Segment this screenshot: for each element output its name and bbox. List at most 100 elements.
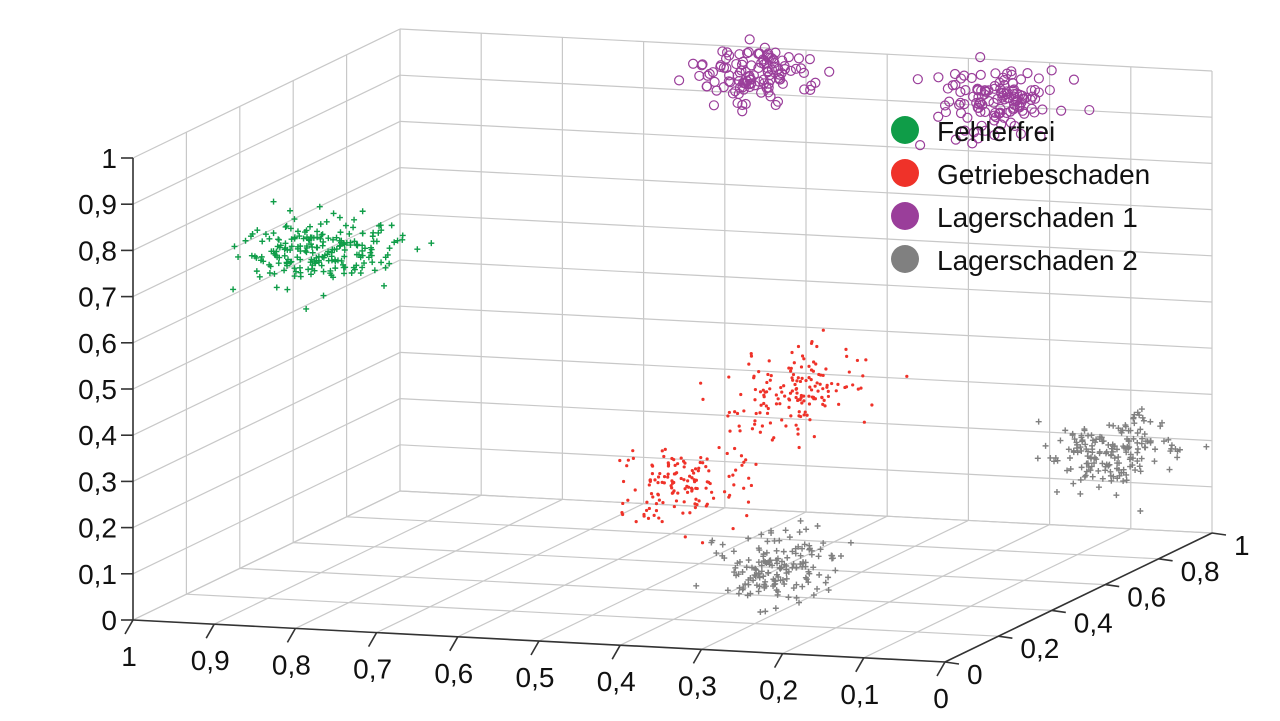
data-point: [1022, 67, 1033, 79]
data-point: [674, 499, 679, 503]
data-point: [1089, 442, 1096, 449]
data-point: [625, 464, 629, 468]
series-fehlerfrei: [230, 198, 435, 312]
data-point: [307, 241, 314, 248]
data-point: [303, 305, 310, 312]
data-point: [790, 376, 794, 380]
data-point: [770, 47, 781, 58]
data-point: [999, 94, 1010, 105]
data-point: [1081, 426, 1088, 433]
data-point: [382, 254, 389, 261]
data-point: [1106, 461, 1113, 468]
data-point: [631, 456, 635, 460]
data-point: [333, 234, 340, 241]
data-point: [721, 47, 733, 58]
data-point: [1071, 436, 1078, 443]
data-point: [821, 402, 825, 407]
data-point: [318, 262, 325, 269]
data-point: [683, 487, 687, 491]
data-point: [980, 125, 991, 136]
data-point: [1166, 466, 1173, 473]
data-point: [300, 235, 307, 242]
data-point: [809, 388, 814, 392]
data-point: [778, 558, 785, 565]
data-point: [799, 365, 804, 369]
data-point: [308, 256, 315, 263]
data-point: [794, 386, 799, 391]
data-point: [1136, 463, 1143, 470]
data-point: [285, 256, 292, 263]
data-point: [727, 375, 731, 379]
data-point: [810, 592, 817, 599]
data-point: [275, 236, 282, 243]
data-point: [759, 42, 770, 53]
data-point: [794, 423, 798, 427]
data-point: [735, 411, 740, 416]
data-point: [705, 457, 709, 461]
data-point: [768, 387, 772, 391]
series-getriebeschaden: [618, 328, 909, 545]
data-point: [292, 268, 299, 275]
data-point: [1015, 128, 1027, 140]
data-point: [731, 526, 735, 531]
data-point: [975, 51, 986, 63]
data-point: [973, 92, 984, 103]
data-point: [744, 34, 755, 45]
data-point: [966, 72, 977, 84]
data-point: [721, 555, 728, 562]
data-point: [774, 69, 785, 80]
data-point: [633, 488, 637, 492]
data-point: [1068, 74, 1080, 85]
data-point: [291, 265, 298, 272]
z-tick-label: 0,6: [78, 328, 117, 359]
data-point: [802, 399, 806, 403]
y-tick-label: 0: [967, 659, 983, 690]
grid-line: [132, 213, 401, 344]
data-point: [700, 541, 705, 545]
z-tick-label: 0,2: [78, 513, 117, 544]
data-point: [770, 99, 781, 111]
data-point: [734, 67, 745, 78]
legend-marker: [891, 116, 919, 144]
data-point: [771, 581, 778, 588]
data-point: [329, 246, 336, 253]
y-tick: [1105, 583, 1120, 588]
data-point: [737, 424, 741, 428]
data-point: [855, 358, 860, 363]
data-point: [1088, 463, 1095, 470]
data-point: [315, 253, 322, 260]
data-point: [371, 267, 378, 274]
data-point: [1016, 97, 1027, 108]
grid-line: [132, 398, 401, 529]
data-point: [759, 403, 763, 407]
data-point: [282, 223, 289, 230]
data-point: [704, 486, 708, 490]
axes: [121, 157, 1227, 677]
data-point: [979, 106, 991, 118]
data-point: [1131, 411, 1138, 418]
data-point: [744, 79, 755, 90]
data-point: [717, 46, 728, 57]
data-point: [815, 553, 822, 560]
data-point: [649, 492, 654, 496]
data-point: [672, 489, 676, 493]
data-point: [745, 514, 749, 518]
data-point: [746, 60, 757, 71]
data-point: [386, 245, 393, 252]
data-point: [369, 259, 376, 266]
data-point: [773, 547, 780, 554]
data-point: [803, 526, 810, 533]
data-point: [314, 234, 321, 241]
data-point: [361, 260, 368, 267]
grid-line: [346, 516, 1159, 560]
data-point: [795, 63, 807, 74]
data-point: [277, 242, 284, 249]
data-point: [685, 490, 690, 494]
data-point: [766, 372, 770, 377]
data-point: [753, 387, 757, 392]
data-point: [702, 70, 713, 81]
data-point: [847, 539, 854, 546]
data-point: [817, 372, 821, 377]
data-point: [294, 254, 301, 261]
data-point: [325, 235, 332, 242]
